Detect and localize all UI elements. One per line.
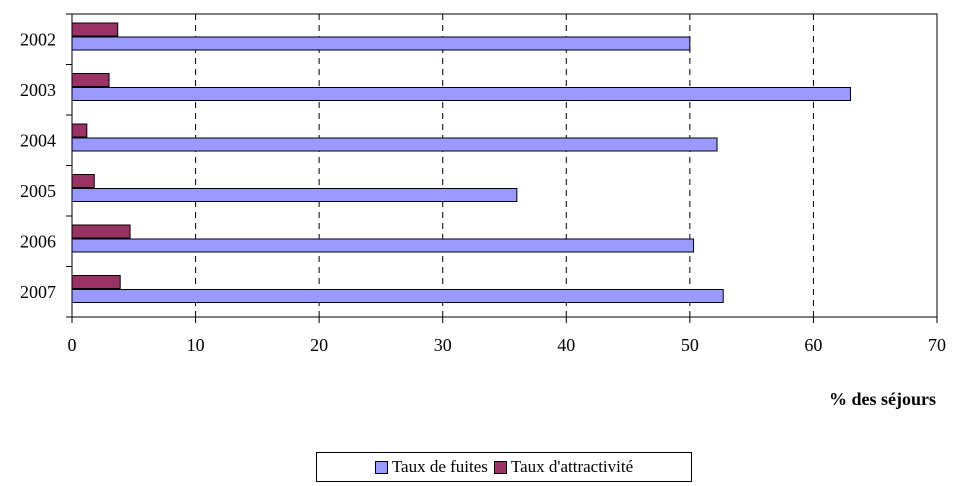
legend-swatch-fuites: [374, 460, 388, 474]
axes: 0 10 20 30 40 50 60 70 2002 2003 2004 2005 2006 2007: [20, 13, 946, 355]
gridlines: [195, 14, 938, 317]
bar-fuites-2005: [71, 188, 518, 202]
legend: Taux de fuites Taux d'attractivité: [316, 452, 692, 482]
x-tick-label-0: 0: [68, 335, 77, 355]
bar-fuites-2003: [71, 87, 851, 101]
bar-fuites-2004: [71, 137, 718, 152]
bar-attractivite-2007: [71, 275, 121, 289]
legend-item-attractivite: Taux d'attractivité: [493, 457, 634, 477]
bar-fuites-2002: [71, 36, 691, 51]
y-tick-label-2003: 2003: [20, 80, 56, 100]
y-tick-label-2004: 2004: [20, 130, 56, 150]
y-tick-label-2005: 2005: [20, 181, 56, 201]
legend-swatch-attractivite: [493, 460, 507, 474]
x-tick-label-60: 60: [804, 335, 822, 355]
x-tick-label-50: 50: [681, 335, 699, 355]
x-axis-title: % des séjours: [829, 389, 936, 409]
bar-attractivite-2004: [71, 123, 88, 138]
bar-fuites-2007: [71, 289, 724, 303]
y-tick-label-2006: 2006: [20, 231, 56, 251]
bar-attractivite-2002: [71, 22, 119, 37]
bar-attractivite-2005: [71, 174, 95, 188]
bar-attractivite-2006: [71, 224, 131, 239]
legend-label-fuites: Taux de fuites: [391, 457, 488, 476]
x-tick-label-20: 20: [310, 335, 328, 355]
x-tick-label-70: 70: [928, 335, 946, 355]
legend-item-fuites: Taux de fuites: [374, 457, 488, 477]
bar-fuites-2006: [71, 238, 695, 253]
plot-area-frame: [71, 13, 938, 318]
x-tick-label-10: 10: [187, 335, 205, 355]
legend-label-attractivite: Taux d'attractivité: [510, 457, 634, 476]
y-tick-label-2002: 2002: [20, 29, 56, 49]
x-tick-label-40: 40: [557, 335, 575, 355]
bar-attractivite-2003: [71, 73, 110, 87]
x-tick-label-30: 30: [434, 335, 452, 355]
bars: [71, 22, 851, 303]
y-tick-label-2007: 2007: [20, 282, 56, 302]
